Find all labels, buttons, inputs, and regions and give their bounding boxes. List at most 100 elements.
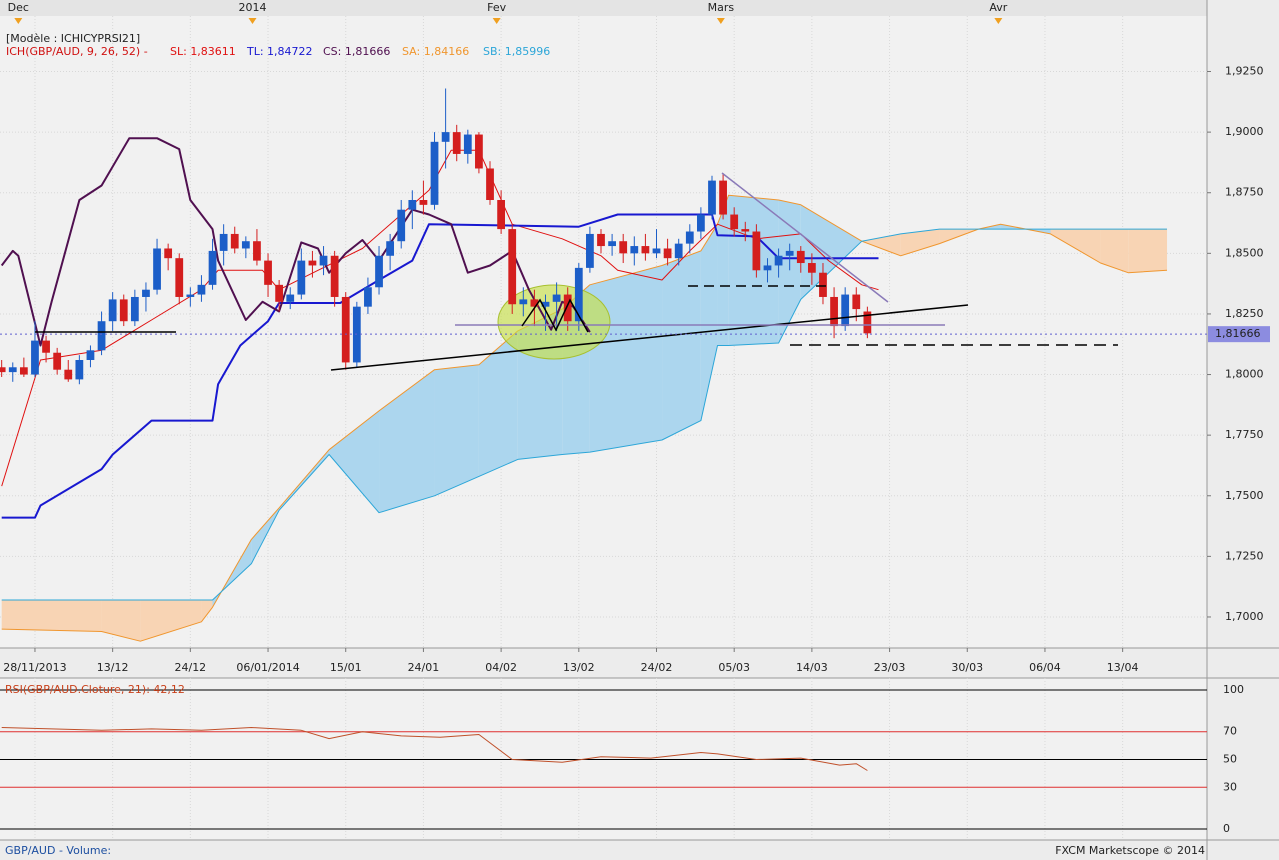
candle-body — [796, 250, 805, 264]
cloud-fill — [1, 600, 102, 632]
pattern-sketch — [521, 298, 589, 333]
top-tick-label: 2014 — [238, 1, 266, 14]
x-tick-label: 05/03 — [718, 661, 750, 674]
candle-body — [275, 284, 284, 302]
candle-body — [64, 369, 73, 380]
candle-body — [619, 241, 628, 254]
candle-body — [86, 350, 95, 360]
candle-body — [497, 200, 505, 230]
candle-body — [597, 233, 605, 247]
cloud-fill — [589, 265, 663, 453]
candle-body — [142, 289, 150, 297]
rsi-title: RSI(GBP/AUD.Cloture, 21): 42,12 — [5, 683, 185, 696]
y-tick-label: 1,8750 — [1225, 186, 1264, 199]
candle-body — [97, 321, 106, 351]
cloud-fill — [101, 600, 141, 642]
candle-body — [130, 296, 139, 322]
y-tick-label: 50 — [1223, 753, 1237, 766]
y-tick-label: 30 — [1223, 780, 1237, 793]
candle-body — [452, 132, 461, 154]
trend-line — [330, 304, 969, 371]
candle-body — [475, 134, 483, 169]
annotations — [0, 172, 1207, 371]
cloud-fill — [201, 600, 213, 622]
candle-body — [441, 132, 450, 142]
last-price-tag — [1208, 326, 1270, 343]
candle-body — [319, 255, 328, 266]
candle-body — [574, 267, 583, 322]
candle-body — [841, 294, 850, 327]
x-tick-label: 15/01 — [330, 661, 362, 674]
candle-body — [186, 294, 195, 297]
y-tick-label: 1,9250 — [1225, 65, 1264, 78]
x-tick-label: 23/03 — [874, 661, 906, 674]
candle-body — [175, 258, 184, 297]
legend-title: [Modèle : ICHICYPRSI21] — [6, 32, 140, 45]
candle-body — [819, 272, 827, 297]
candle-body — [852, 294, 861, 310]
candle-body — [119, 299, 128, 322]
candle-body — [685, 231, 694, 244]
candle-body — [519, 299, 528, 305]
candle-body — [730, 214, 739, 230]
x-tick-label: 14/03 — [796, 661, 828, 674]
top-tick-label: Dec — [8, 1, 29, 14]
legend-entry: TL: 1,84722 — [246, 45, 313, 58]
x-tick-label: 04/02 — [485, 661, 517, 674]
legend-indicator: ICH(GBP/AUD, 9, 26, 52) - — [6, 45, 148, 58]
cloud-fill — [434, 364, 479, 496]
x-tick-label: 13/12 — [97, 661, 129, 674]
top-tick-label: Fev — [487, 1, 506, 14]
cloud-fill — [1050, 229, 1101, 264]
top-tick-marker — [994, 18, 1003, 24]
axes: 1,7000 1,7250 1,7500 1,7750 1,8000 1,8250 1,85… — [3, 1, 1270, 835]
span-b-line — [1, 228, 1167, 601]
candle-body — [774, 255, 783, 266]
candle-body — [652, 248, 661, 254]
candle-body — [563, 294, 572, 322]
cloud-fill — [1128, 229, 1168, 273]
candle-body — [197, 284, 206, 295]
y-tick-label: 1,7250 — [1225, 549, 1264, 562]
candle-body — [541, 301, 550, 307]
candle-body — [75, 360, 84, 380]
candle-body — [297, 260, 306, 295]
top-tick-marker — [716, 18, 725, 24]
candle-body — [108, 299, 117, 322]
candle-body — [53, 352, 62, 370]
candle-body — [219, 233, 228, 251]
cloud-fill — [800, 204, 862, 300]
candle-body — [330, 255, 339, 297]
candle-body — [763, 265, 772, 271]
y-tick-label: 1,9000 — [1225, 125, 1264, 138]
x-tick-label: 13/04 — [1107, 661, 1139, 674]
y-tick-label: 0 — [1223, 822, 1230, 835]
top-tick-marker — [248, 18, 257, 24]
legend-entry: SB: 1,85996 — [483, 45, 550, 58]
candle-body — [308, 260, 317, 266]
candle-body — [397, 209, 406, 242]
candle-body — [286, 294, 295, 302]
y-tick-label: 1,8500 — [1225, 246, 1264, 259]
cloud-fill — [717, 195, 729, 346]
candle-body — [463, 134, 472, 154]
y-tick-label: 1,7750 — [1225, 428, 1264, 441]
candle-body — [641, 246, 650, 254]
candle-body — [630, 246, 639, 254]
cloud-fill — [700, 224, 718, 421]
y-tick-label: 1,8000 — [1225, 368, 1264, 381]
candles — [0, 88, 872, 385]
legend-entry: SL: 1,83611 — [170, 45, 236, 58]
candle-body — [608, 241, 616, 247]
footer: FXCM Marketscope © 2014 — [1055, 844, 1205, 857]
candle-body — [8, 367, 17, 373]
candle-body — [364, 287, 372, 307]
candle-body — [341, 296, 350, 363]
cloud-fill — [662, 250, 701, 440]
cloud-fill — [379, 369, 435, 513]
candle-body — [719, 180, 727, 215]
candle-body — [863, 311, 872, 334]
candle-body — [508, 229, 517, 305]
y-tick-label: 100 — [1223, 683, 1244, 696]
